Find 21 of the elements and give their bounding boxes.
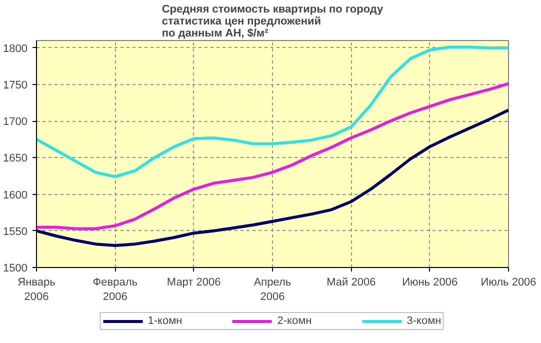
legend-label: 2-комн [277,315,312,327]
line-series [36,108,508,248]
legend-label: 1-комн [148,315,182,327]
x-tick-label: Июль 2006 [480,276,536,288]
line-series [36,82,508,230]
chart-title: Средняя стоимость квартиры по городу статистика цен предложений по данным АН, $/м² [162,4,384,40]
x-tick-label: Январь 2006 [18,276,56,303]
y-tick-label: 1500 [3,262,28,274]
y-tick-label: 1550 [3,226,28,238]
x-tick-label: Апрель 2006 [254,276,292,303]
legend-label: 3-комн [406,315,442,327]
x-tick-label: Июнь 2006 [402,276,458,288]
y-tick-label: 1750 [3,79,28,92]
x-tick-label: Март 2006 [166,276,221,288]
y-tick-label: 1700 [3,116,28,128]
x-tick-label: Май 2006 [326,276,376,288]
y-tick-label: 1650 [3,152,28,165]
x-tick-label: Февраль 2006 [92,276,138,303]
y-tick-label: 1600 [3,189,28,202]
y-tick-label: 1800 [3,42,28,55]
line-series [36,46,508,178]
